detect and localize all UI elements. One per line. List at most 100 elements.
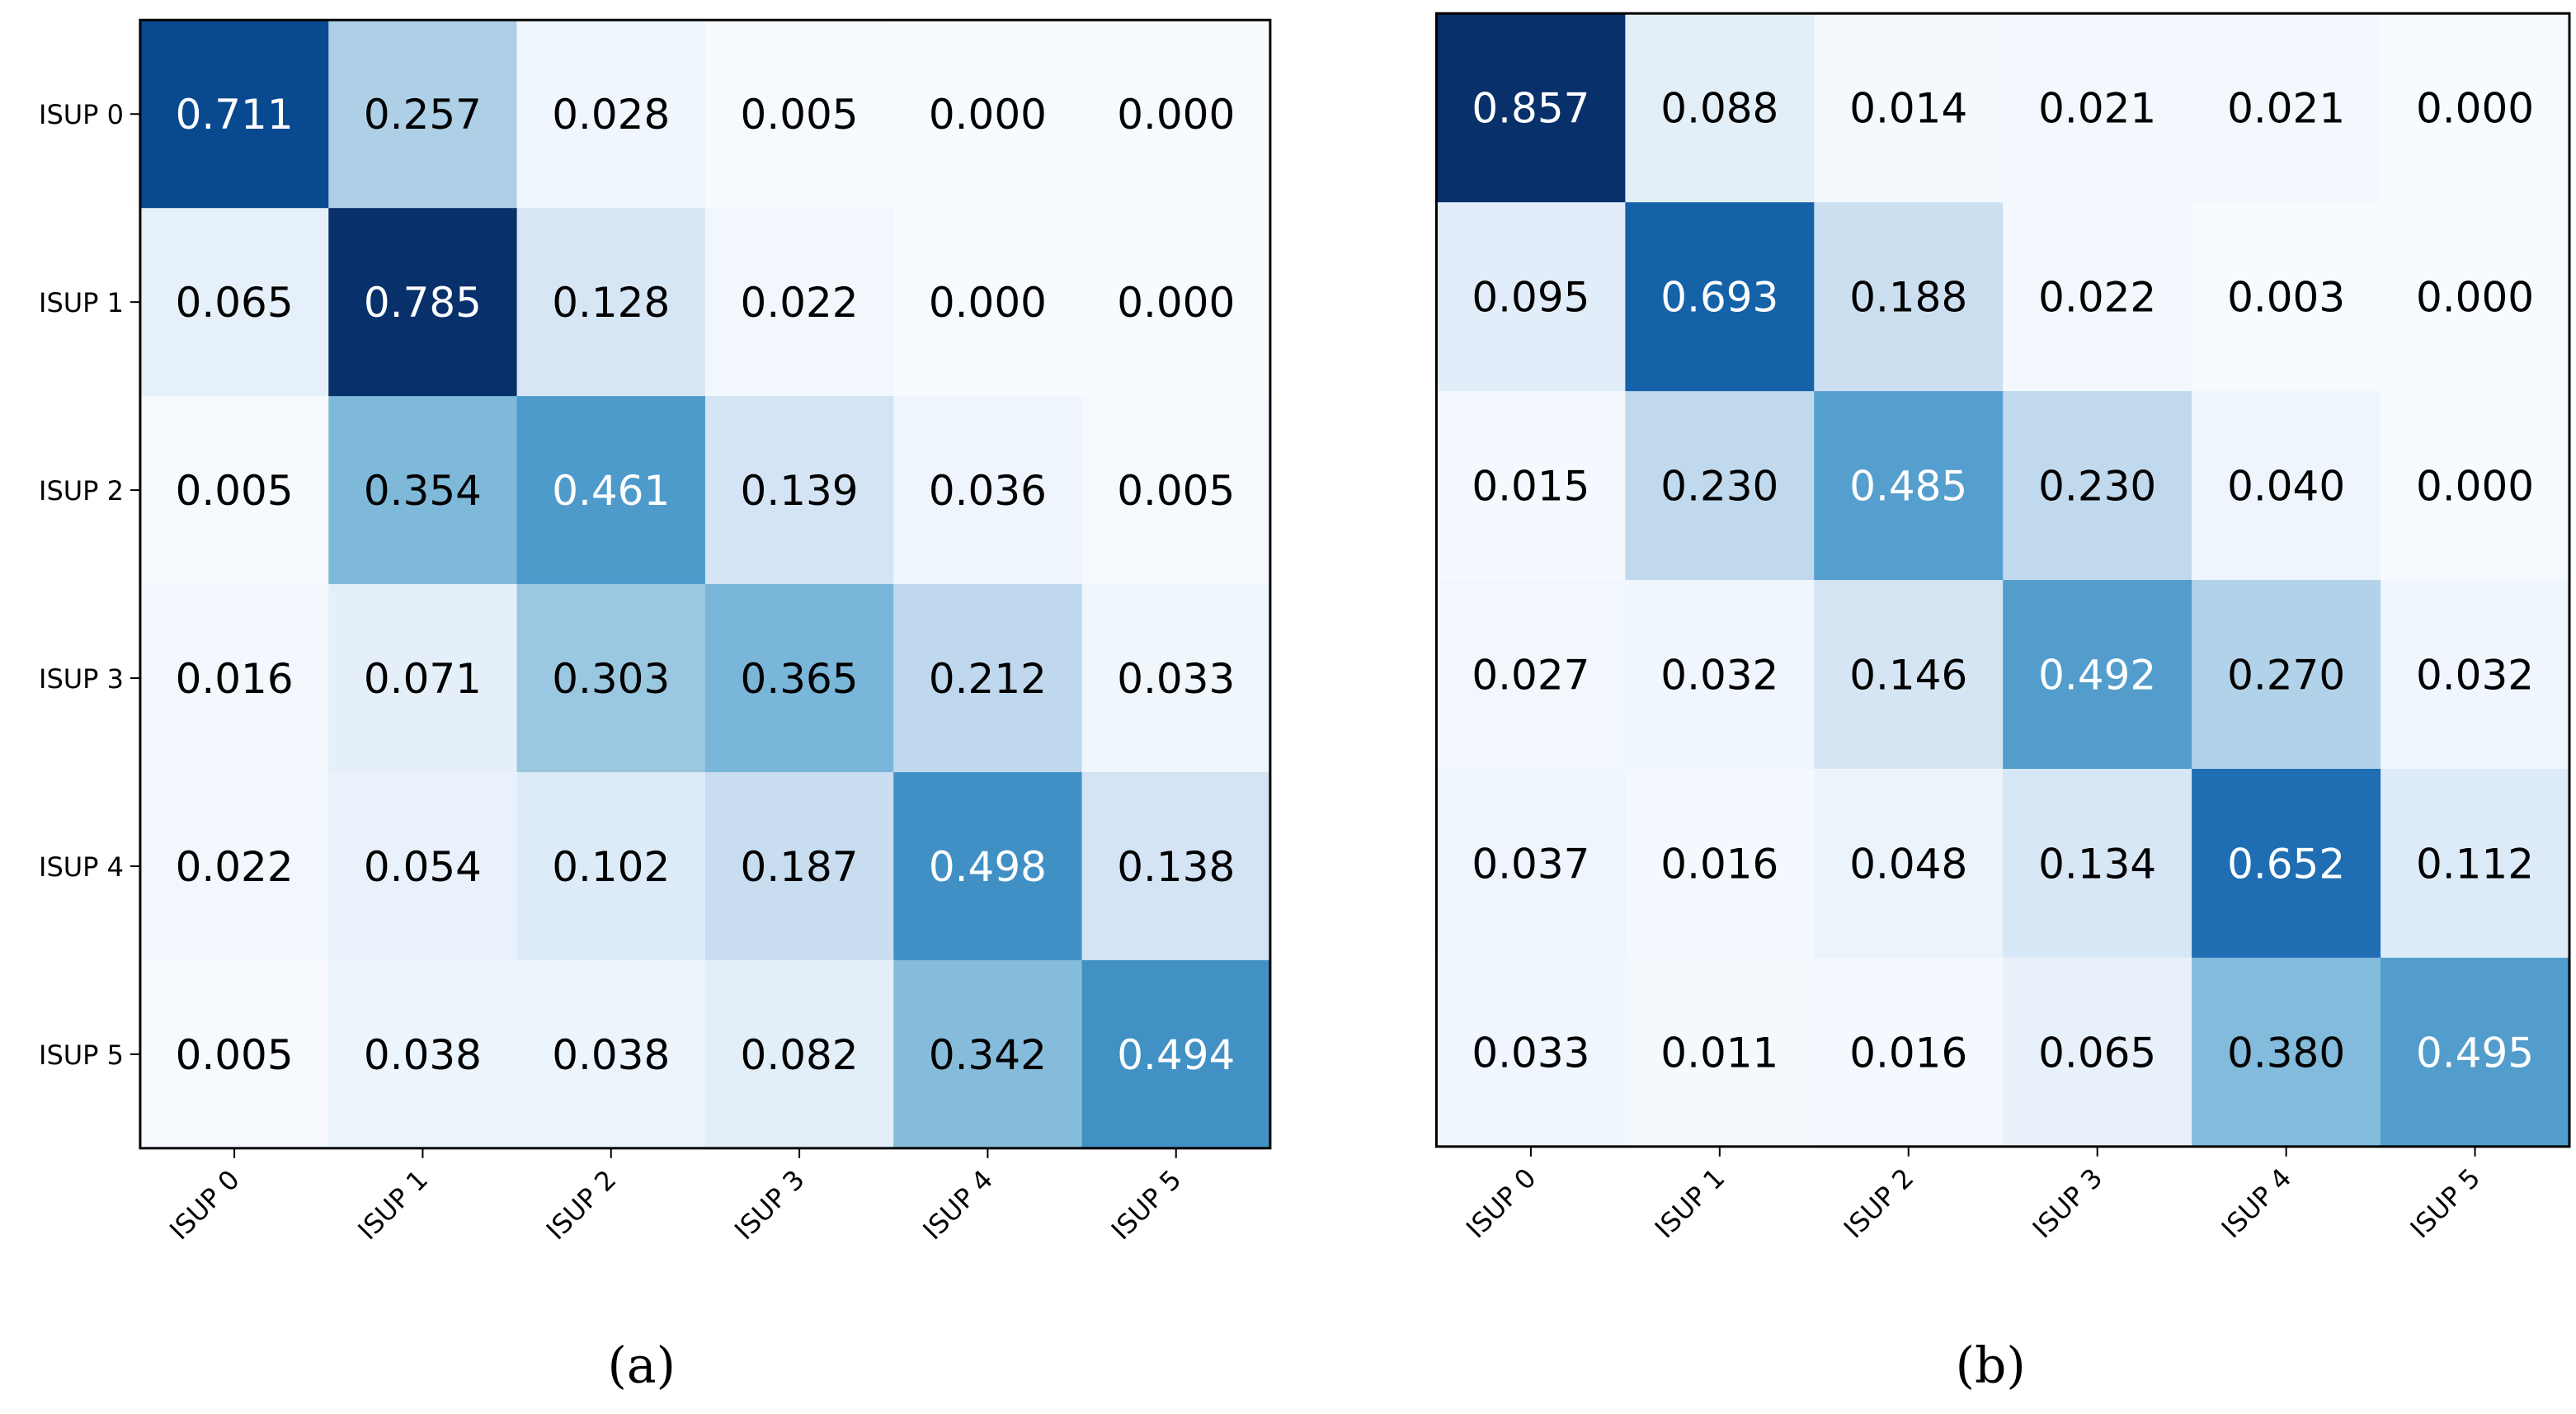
cell-value-label: 0.065 bbox=[2038, 1029, 2156, 1077]
cell-value-label: 0.342 bbox=[929, 1031, 1047, 1079]
heatmap-cell bbox=[2192, 580, 2382, 771]
cell-value-label: 0.485 bbox=[1849, 463, 1967, 511]
heatmap-cell bbox=[1625, 580, 1815, 771]
cell-value-label: 0.005 bbox=[176, 467, 294, 515]
cell-value-label: 0.000 bbox=[2416, 274, 2534, 322]
x-tick-label: ISUP 1 bbox=[1649, 1162, 1731, 1245]
cell-value-label: 0.095 bbox=[1472, 274, 1589, 322]
heatmap-cell bbox=[328, 771, 518, 962]
cell-value-label: 0.230 bbox=[1660, 463, 1778, 511]
cell-value-label: 0.011 bbox=[1660, 1029, 1778, 1077]
y-tick-label: ISUP 4 bbox=[39, 851, 124, 883]
heatmap-cell bbox=[704, 208, 895, 398]
y-tick-label: ISUP 2 bbox=[39, 475, 124, 507]
heatmap-cell bbox=[2381, 202, 2571, 393]
heatmap-cell bbox=[516, 208, 707, 398]
heatmap-cell bbox=[1081, 584, 1272, 774]
cell-value-label: 0.038 bbox=[552, 1031, 670, 1079]
cell-value-label: 0.354 bbox=[364, 467, 482, 515]
cell-value-label: 0.065 bbox=[176, 279, 294, 327]
cell-value-label: 0.005 bbox=[741, 91, 859, 139]
panel-b-frame bbox=[1434, 12, 2571, 1148]
heatmap-cell bbox=[704, 959, 895, 1150]
cell-value-label: 0.000 bbox=[929, 279, 1047, 327]
cell-value-label: 0.082 bbox=[741, 1031, 859, 1079]
heatmap-cell bbox=[2003, 580, 2193, 771]
heatmap-cell bbox=[1436, 202, 1627, 393]
cell-value-label: 0.380 bbox=[2227, 1029, 2345, 1077]
cell-value-label: 0.003 bbox=[2227, 274, 2345, 322]
heatmap-cell bbox=[2003, 768, 2193, 959]
heatmap-cell bbox=[1625, 768, 1815, 959]
heatmap-cell bbox=[2381, 13, 2571, 204]
heatmap-cell bbox=[1081, 771, 1272, 962]
cell-value-label: 0.257 bbox=[364, 91, 482, 139]
heatmap-cell bbox=[516, 584, 707, 774]
cell-value-label: 0.128 bbox=[552, 279, 670, 327]
cell-value-label: 0.022 bbox=[2038, 274, 2156, 322]
x-tick-label: ISUP 0 bbox=[163, 1164, 246, 1247]
x-tick-label: ISUP 2 bbox=[1838, 1162, 1920, 1245]
cell-value-label: 0.365 bbox=[741, 655, 859, 703]
heatmap-cell bbox=[2003, 391, 2193, 582]
heatmap-cell bbox=[328, 959, 518, 1150]
heatmap-cell bbox=[1814, 391, 2004, 582]
heatmap-cell bbox=[1436, 957, 1627, 1148]
cell-value-label: 0.112 bbox=[2416, 840, 2534, 888]
heatmap-cell bbox=[2381, 391, 2571, 582]
heatmap-cell bbox=[1814, 580, 2004, 771]
heatmap-cell bbox=[516, 771, 707, 962]
x-tick-label: ISUP 5 bbox=[1105, 1164, 1188, 1247]
heatmap-cell bbox=[893, 584, 1083, 774]
cell-value-label: 0.102 bbox=[552, 843, 670, 891]
heatmap-cell bbox=[2003, 202, 2193, 393]
cell-value-label: 0.088 bbox=[1660, 85, 1778, 133]
cell-value-label: 0.212 bbox=[929, 655, 1047, 703]
heatmap-cell bbox=[2381, 580, 2571, 771]
cell-value-label: 0.492 bbox=[2038, 652, 2156, 700]
heatmap-cell bbox=[2003, 13, 2193, 204]
y-tick-label: ISUP 3 bbox=[39, 663, 124, 695]
cell-value-label: 0.021 bbox=[2038, 85, 2156, 133]
heatmap-cell bbox=[1814, 768, 2004, 959]
cell-value-label: 0.015 bbox=[1472, 463, 1589, 511]
cell-value-label: 0.037 bbox=[1472, 840, 1589, 888]
cell-value-label: 0.461 bbox=[552, 467, 670, 515]
heatmap-cell bbox=[1436, 13, 1627, 204]
cell-value-label: 0.054 bbox=[364, 843, 482, 891]
cell-value-label: 0.000 bbox=[929, 91, 1047, 139]
panel-b-caption: (b) bbox=[1956, 1337, 2026, 1395]
heatmap-cell bbox=[1814, 957, 2004, 1148]
heatmap-cell bbox=[893, 208, 1083, 398]
x-tick-label: ISUP 0 bbox=[1460, 1162, 1542, 1245]
heatmap-cell bbox=[1081, 20, 1272, 210]
heatmap-cell bbox=[139, 959, 330, 1150]
x-tick-label: ISUP 1 bbox=[351, 1164, 434, 1247]
heatmap-cell bbox=[893, 771, 1083, 962]
heatmap-cell bbox=[1436, 768, 1627, 959]
heatmap-cell bbox=[1081, 396, 1272, 586]
cell-value-label: 0.498 bbox=[929, 843, 1047, 891]
panel-a: 0.711 0.257 0.028 0.005 0.000 0.000 0.065 0.785… bbox=[39, 18, 1272, 1395]
cell-value-label: 0.000 bbox=[2416, 85, 2534, 133]
cell-value-label: 0.016 bbox=[1849, 1029, 1967, 1077]
cell-value-label: 0.027 bbox=[1472, 652, 1589, 700]
cell-value-label: 0.230 bbox=[2038, 463, 2156, 511]
heatmap-cell bbox=[704, 20, 895, 210]
heatmap-cell bbox=[893, 959, 1083, 1150]
cell-value-label: 0.693 bbox=[1660, 274, 1778, 322]
heatmap-cell bbox=[2192, 391, 2382, 582]
heatmap-cell bbox=[1625, 202, 1815, 393]
x-tick-label: ISUP 4 bbox=[916, 1164, 999, 1247]
cell-value-label: 0.071 bbox=[364, 655, 482, 703]
cell-value-label: 0.014 bbox=[1849, 85, 1967, 133]
y-tick-label: ISUP 1 bbox=[39, 287, 124, 318]
cell-value-label: 0.022 bbox=[176, 843, 294, 891]
cell-value-label: 0.033 bbox=[1117, 655, 1235, 703]
cell-value-label: 0.036 bbox=[929, 467, 1047, 515]
cell-value-label: 0.032 bbox=[1660, 652, 1778, 700]
heatmap-cell bbox=[1081, 959, 1272, 1150]
heatmap-cell bbox=[1436, 391, 1627, 582]
cell-value-label: 0.139 bbox=[741, 467, 859, 515]
x-tick-label: ISUP 3 bbox=[2027, 1162, 2109, 1245]
